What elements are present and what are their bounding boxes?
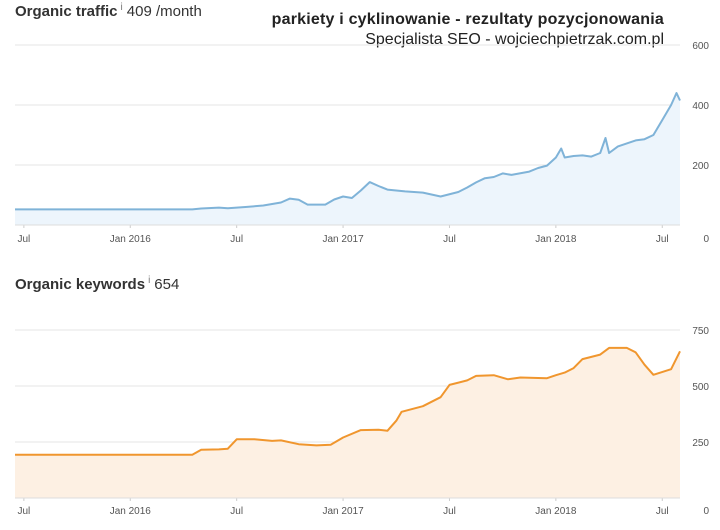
organic-traffic-chart: 0 200 400 600 Jul Jan 2016 Jul Jan 2017 Jul Jan 2… xyxy=(15,41,709,245)
keywords-area xyxy=(15,347,680,498)
traffic-x-tick-label: Jan 2017 xyxy=(322,234,364,245)
watermark-line-2: Specjalista SEO - wojciechpietrzak.com.p… xyxy=(365,31,664,48)
traffic-y-tick-label: 0 xyxy=(703,234,709,245)
traffic-x-tick-label: Jan 2018 xyxy=(535,234,577,245)
info-icon[interactable]: i xyxy=(120,2,123,13)
keywords-y-tick-label: 250 xyxy=(692,438,709,449)
keywords-series-line[interactable] xyxy=(15,346,681,456)
info-icon[interactable]: i xyxy=(148,275,151,286)
organic-keywords-chart: 0 250 500 750 Jul Jan 2016 Jul Jan 2017 Jul Jan 2… xyxy=(15,326,709,517)
organic-keywords-panel: Organic keywords i 654 0 250 500 750 Jul Jan 20… xyxy=(0,268,720,530)
keywords-y-tick-label: 750 xyxy=(692,326,709,337)
keywords-x-tick-label: Jul xyxy=(443,506,456,517)
organic-keywords-title: Organic keywords xyxy=(15,276,146,293)
keywords-y-tick-label: 0 xyxy=(703,506,709,517)
keywords-x-tick-label: Jul xyxy=(230,506,243,517)
traffic-x-tick-label: Jul xyxy=(656,234,669,245)
organic-keywords-value: 654 xyxy=(154,276,180,293)
traffic-area xyxy=(15,93,680,225)
keywords-x-tick-label: Jul xyxy=(656,506,669,517)
keywords-x-tick-label: Jul xyxy=(17,506,30,517)
traffic-x-tick-label: Jul xyxy=(17,234,30,245)
traffic-x-tick-label: Jan 2016 xyxy=(110,234,152,245)
traffic-x-tick-label: Jul xyxy=(443,234,456,245)
traffic-y-tick-label: 600 xyxy=(692,41,709,52)
organic-traffic-title: Organic traffic xyxy=(15,3,118,20)
keywords-x-tick-label: Jan 2017 xyxy=(322,506,364,517)
traffic-series-line[interactable] xyxy=(15,92,681,211)
organic-traffic-heading: Organic traffic i 409 /month xyxy=(15,2,202,20)
organic-keywords-heading: Organic keywords i 654 xyxy=(15,275,179,293)
organic-traffic-value: 409 /month xyxy=(126,3,202,20)
watermark: parkiety i cyklinowanie - rezultaty pozy… xyxy=(272,10,664,50)
watermark-line-1: parkiety i cyklinowanie - rezultaty pozy… xyxy=(271,11,664,28)
traffic-y-tick-label: 200 xyxy=(692,161,709,172)
keywords-x-tick-label: Jan 2016 xyxy=(110,506,152,517)
organic-traffic-panel: Organic traffic i 409 /month parkiety i cy… xyxy=(0,0,720,250)
keywords-x-tick-label: Jan 2018 xyxy=(535,506,577,517)
traffic-x-tick-label: Jul xyxy=(230,234,243,245)
keywords-y-tick-label: 500 xyxy=(692,382,709,393)
traffic-y-tick-label: 400 xyxy=(692,101,709,112)
